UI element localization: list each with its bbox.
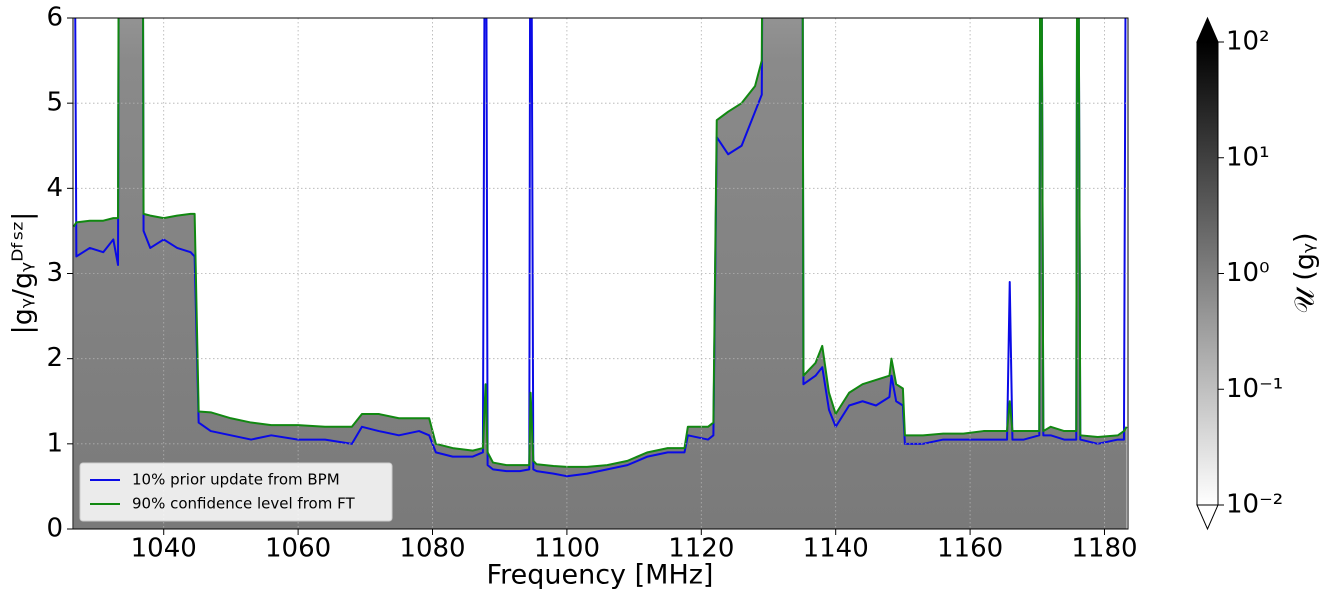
colorbar: [1196, 41, 1219, 506]
density-area: [73, 18, 1127, 529]
legend-box: [79, 462, 393, 522]
y-tick-label: 0: [46, 514, 63, 544]
x-tick-label: 1120: [668, 534, 734, 564]
colorbar-extend-top: [1196, 16, 1219, 43]
legend-label: 10% prior update from BPM: [132, 471, 340, 489]
colorbar-tick-label: 10⁻²: [1226, 490, 1283, 520]
y-tick-label: 6: [46, 3, 63, 33]
x-axis-label: Frequency [MHz]: [487, 560, 714, 591]
clip-group: [73, 18, 1128, 529]
x-tick-label: 1180: [1071, 534, 1137, 564]
colorbar-extend-bottom: [1196, 504, 1219, 531]
y-tick-label: 3: [46, 258, 63, 288]
x-tick-label: 1060: [265, 534, 331, 564]
colorbar-tick-label: 10¹: [1226, 142, 1270, 172]
x-tick-label: 1160: [937, 534, 1003, 564]
colorbar-tick-label: 10⁻¹: [1226, 374, 1283, 404]
series-line: [73, 18, 1128, 468]
series-line: [74, 18, 1127, 478]
y-tick-label: 1: [46, 428, 63, 458]
legend-label: 90% confidence level from FT: [132, 495, 355, 513]
y-tick-label: 5: [46, 88, 63, 118]
plot-area: [72, 17, 1129, 530]
y-axis-label: |gᵧ/gᵧᴰᶠˢᶻ|: [8, 212, 39, 335]
x-tick-label: 1040: [131, 534, 197, 564]
colorbar-label: 𝒰 (gᵧ): [1290, 232, 1321, 313]
y-tick-label: 2: [46, 343, 63, 373]
y-tick-label: 4: [46, 173, 63, 203]
colorbar-tick-label: 10⁰: [1226, 258, 1270, 288]
x-tick-label: 1140: [803, 534, 869, 564]
x-tick-label: 1080: [399, 534, 465, 564]
colorbar-tick-label: 10²: [1226, 27, 1270, 57]
x-tick-label: 1100: [534, 534, 600, 564]
